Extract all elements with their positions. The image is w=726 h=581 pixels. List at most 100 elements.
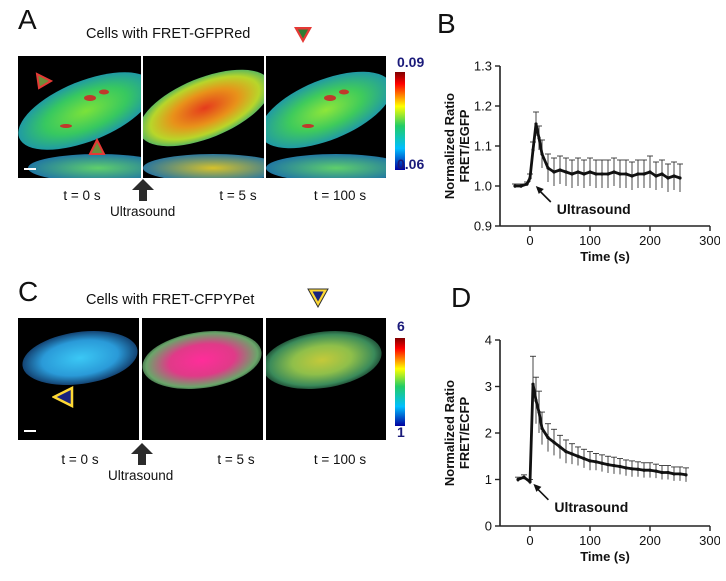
x-tick-label: 200 <box>639 533 661 548</box>
colorbar-a-min: 0.06 <box>397 156 425 172</box>
data-point <box>666 470 670 475</box>
data-point <box>606 172 610 176</box>
chart-b: 0.9 1.0 1.1 1.2 1.3 0 100 200 300 Time (s) Normali… <box>442 59 720 265</box>
panel-letter-d: D <box>451 282 472 313</box>
data-point <box>660 470 664 475</box>
data-point <box>642 172 646 176</box>
micrograph-c-t5 <box>142 318 263 440</box>
x-tick-label: 300 <box>699 233 720 248</box>
micrograph-c-t100 <box>266 318 386 440</box>
y-axis-label: Normalized RatioFRET/ECFP <box>442 380 472 486</box>
panel-letter-b: B <box>437 8 456 39</box>
y-tick-label: 1.0 <box>474 179 492 194</box>
y-tick-label: 1.3 <box>474 59 492 74</box>
x-tick-label: 0 <box>526 233 533 248</box>
chart-d: 0 1 2 3 4 0 100 200 300 Time (s) Normalized RatioF… <box>442 333 720 565</box>
x-tick-label: 0 <box>526 533 533 548</box>
colorbar-a <box>395 72 405 170</box>
y-tick-label: 1.2 <box>474 99 492 114</box>
data-point <box>522 475 526 479</box>
ultrasound-arrow-icon <box>132 179 154 201</box>
arrowhead-marker-icon <box>88 138 106 155</box>
data-point <box>588 170 592 174</box>
data-point <box>558 445 562 449</box>
x-axis-label: Time (s) <box>580 249 630 264</box>
data-point <box>552 440 556 444</box>
x-tick-label: 200 <box>639 233 661 248</box>
ultrasound-label-c: Ultrasound <box>108 468 174 483</box>
y-tick-label: 4 <box>485 333 492 348</box>
data-point <box>546 166 550 170</box>
micrograph-a-t100 <box>266 56 386 178</box>
data-point <box>513 184 517 188</box>
data-point <box>537 410 541 414</box>
data-point <box>642 468 646 472</box>
panel-letter-c: C <box>18 276 39 307</box>
x-axis-label: Time (s) <box>580 549 630 564</box>
cfpypet-marker-icon <box>307 288 329 308</box>
time-label-c-0: t = 0 s <box>61 452 99 467</box>
x-tick-label: 100 <box>579 533 601 548</box>
panel-a-title-text: Cells with FRET-GFPRed <box>86 26 251 42</box>
data-point <box>636 467 640 471</box>
data-point <box>516 477 520 482</box>
data-point <box>648 468 652 472</box>
data-point <box>594 172 598 176</box>
panel-letter-a: A <box>18 4 37 35</box>
data-point <box>678 176 682 180</box>
data-point <box>612 170 616 174</box>
data-point <box>660 172 664 176</box>
ultrasound-label-a: Ultrasound <box>110 204 176 219</box>
data-point <box>648 170 652 174</box>
data-point <box>600 172 604 176</box>
micrograph-c-t0 <box>18 318 139 440</box>
data-point <box>540 426 544 430</box>
time-label-c-2: t = 100 s <box>313 452 367 467</box>
data-point <box>546 436 550 440</box>
data-point <box>528 480 532 484</box>
y-tick-label: 0 <box>485 519 492 534</box>
data-point <box>534 122 538 126</box>
data-point <box>654 469 658 473</box>
data-point <box>564 450 568 454</box>
data-point <box>684 473 688 477</box>
data-point <box>630 174 634 178</box>
data-point <box>600 461 604 465</box>
data-point <box>564 170 568 174</box>
data-point <box>576 170 580 174</box>
data-point <box>618 172 622 176</box>
annotation-ultrasound: Ultrasound <box>554 499 628 515</box>
data-point <box>666 176 670 180</box>
time-label-a-2: t = 100 s <box>313 188 367 203</box>
data-point <box>534 398 538 403</box>
data-point <box>636 172 640 176</box>
arrowhead-marker-icon <box>35 72 53 90</box>
colorbar-a-max: 0.09 <box>397 54 425 70</box>
time-label-a-0: t = 0 s <box>63 188 101 203</box>
data-point <box>576 454 580 458</box>
panel-c-title: Cells with FRET-CFPYPet <box>86 292 254 308</box>
data-point <box>528 176 532 180</box>
time-label-a-1: t = 5 s <box>219 188 257 203</box>
data-point <box>588 459 592 463</box>
x-tick-label: 300 <box>699 533 720 548</box>
data-point <box>672 472 676 476</box>
panel-c-title-text: Cells with FRET-CFPYPet <box>86 292 255 308</box>
data-point <box>624 466 628 470</box>
data-point <box>531 148 535 152</box>
colorbar-c-min: 1 <box>397 424 405 440</box>
micrograph-a-t5 <box>143 56 264 178</box>
data-point <box>525 182 529 186</box>
data-point <box>606 463 610 467</box>
data-point <box>531 382 535 386</box>
panel-a-title: Cells with FRET-GFPRed <box>86 26 250 42</box>
colorbar-c-max: 6 <box>397 318 405 334</box>
data-point <box>570 172 574 176</box>
colorbar-c <box>395 338 405 426</box>
data-point <box>519 184 523 188</box>
data-point <box>582 456 586 461</box>
data-point <box>612 463 616 468</box>
data-point <box>624 172 628 176</box>
annotation-arrowhead <box>533 483 542 492</box>
data-point <box>558 168 562 172</box>
